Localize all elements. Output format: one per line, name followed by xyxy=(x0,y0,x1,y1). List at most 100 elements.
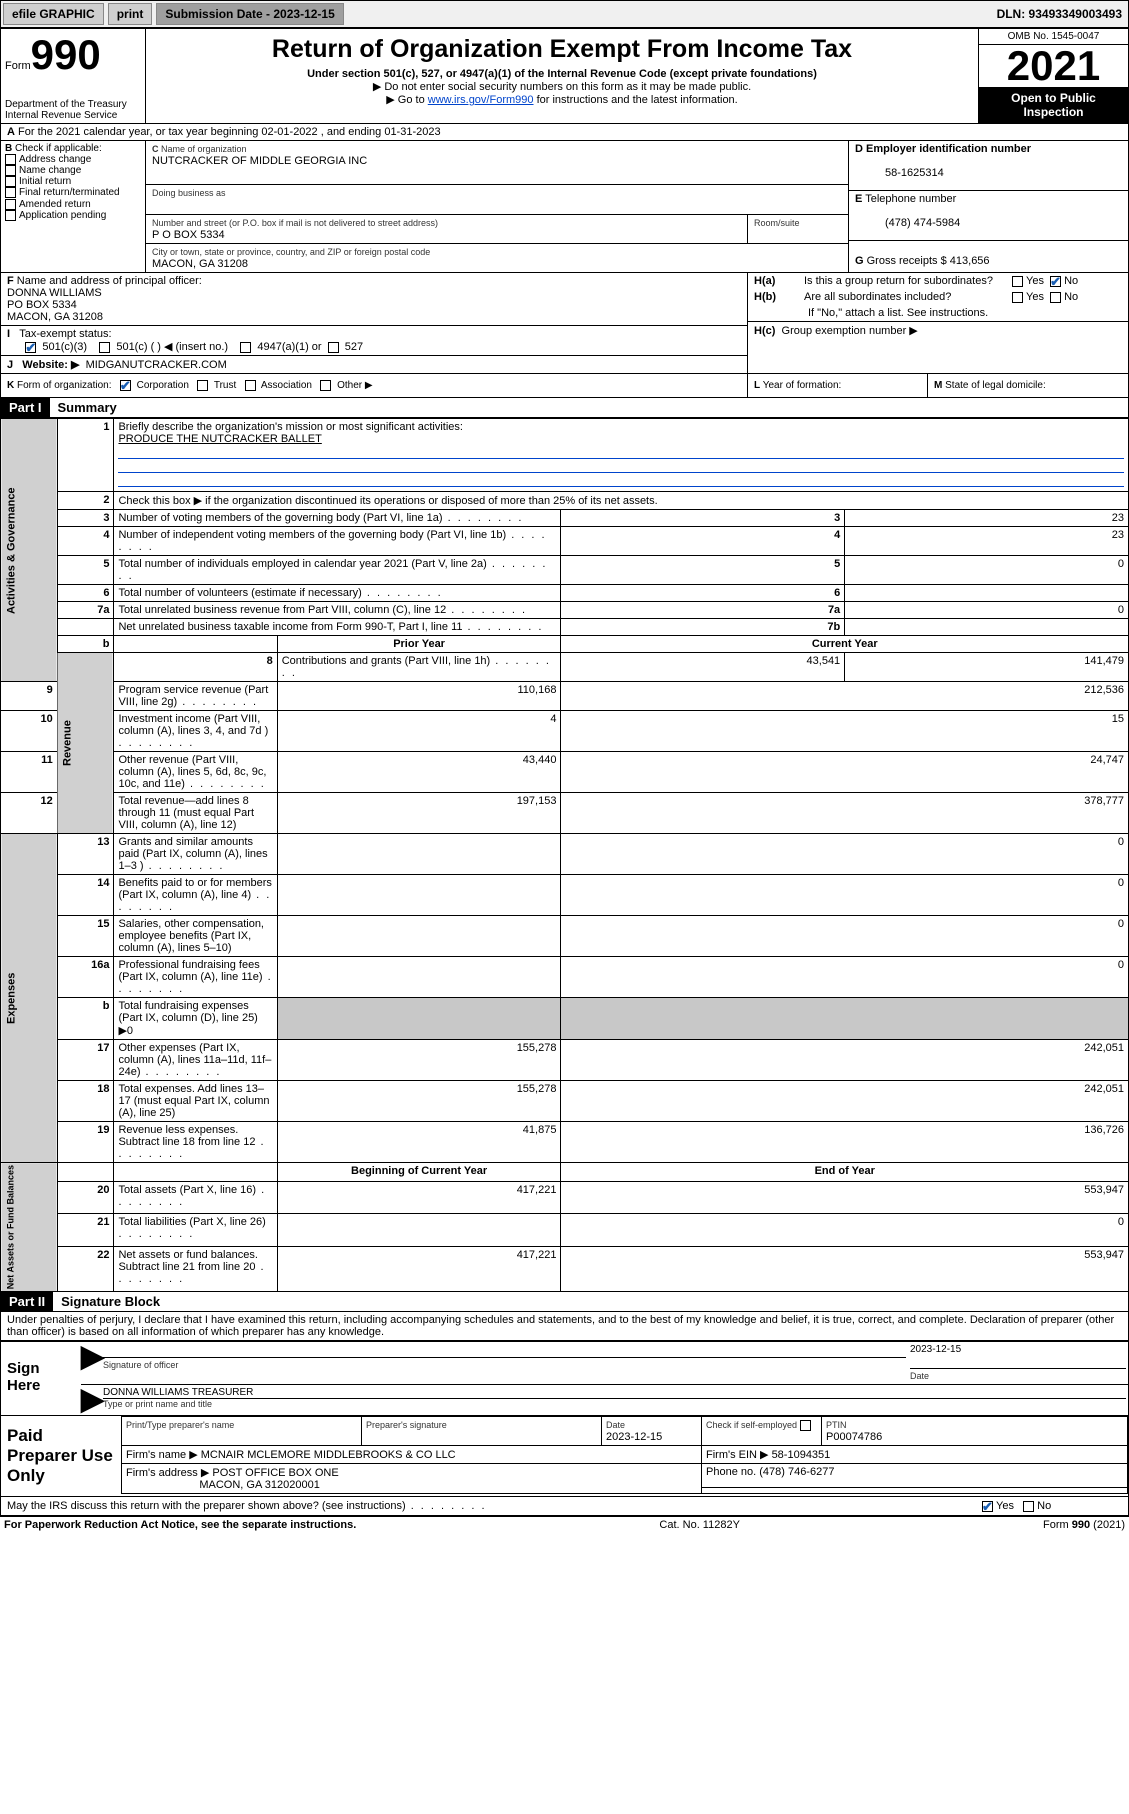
tab-revenue: Revenue xyxy=(57,653,114,834)
ex16a-cur: 0 xyxy=(561,957,1129,998)
mission-line-3 xyxy=(118,475,1124,487)
checkbox-hb-no[interactable] xyxy=(1050,292,1061,303)
k-assoc: Association xyxy=(261,380,312,391)
r5-box: 5 xyxy=(561,556,845,585)
na22-prior: 417,221 xyxy=(277,1246,561,1292)
checkbox-501c3[interactable] xyxy=(25,342,36,353)
rv11-n: 11 xyxy=(1,752,58,793)
p-date-label: Date xyxy=(606,1420,625,1430)
j-prefix: J xyxy=(7,359,13,371)
r7a-val: 0 xyxy=(845,602,1129,619)
b-item-1: Name change xyxy=(19,165,81,176)
checkbox-other[interactable] xyxy=(320,380,331,391)
b-item-4: Amended return xyxy=(19,199,91,210)
mission-line-1 xyxy=(118,447,1124,459)
gross-receipts: 413,656 xyxy=(950,255,990,267)
rv8-n: 8 xyxy=(114,653,277,682)
na21-prior xyxy=(277,1214,561,1246)
b-item-3: Final return/terminated xyxy=(19,188,120,199)
checkbox-initial-return[interactable] xyxy=(5,176,16,187)
rv12-n: 12 xyxy=(1,793,58,834)
open-public: Open to Public Inspection xyxy=(979,87,1128,123)
sig-line xyxy=(103,1346,906,1358)
checkbox-corp[interactable] xyxy=(120,380,131,391)
checkbox-amended[interactable] xyxy=(5,199,16,210)
b-item-5: Application pending xyxy=(19,210,106,221)
col-b: B Check if applicable: Address change Na… xyxy=(1,141,146,272)
p-ptin: P00074786 xyxy=(826,1431,882,1443)
checkbox-address-change[interactable] xyxy=(5,154,16,165)
website-value: MIDGANUTCRACKER.COM xyxy=(86,359,227,371)
r5-val: 0 xyxy=(845,556,1129,585)
r6-val xyxy=(845,585,1129,602)
ex18-cur: 242,051 xyxy=(561,1081,1129,1122)
ex16b-prior xyxy=(277,998,561,1040)
form-subtitle: Under section 501(c), 527, or 4947(a)(1)… xyxy=(152,68,972,80)
checkbox-name-change[interactable] xyxy=(5,165,16,176)
m-prefix: M xyxy=(934,380,942,391)
ex13-label: Grants and similar amounts paid (Part IX… xyxy=(118,836,267,872)
l-label: Year of formation: xyxy=(763,380,842,391)
row-14: 14 Benefits paid to or for members (Part… xyxy=(1,875,1129,916)
row-2: Check this box ▶ if the organization dis… xyxy=(114,492,1129,510)
irs-link[interactable]: www.irs.gov/Form990 xyxy=(428,94,534,106)
r7b-label: Net unrelated business taxable income fr… xyxy=(118,621,543,633)
print-button[interactable]: print xyxy=(108,3,153,25)
g-prefix: G xyxy=(855,255,864,267)
checkbox-discuss-yes[interactable] xyxy=(982,1501,993,1512)
discuss-yes: Yes xyxy=(996,1500,1014,1512)
checkbox-trust[interactable] xyxy=(197,380,208,391)
checkbox-assoc[interactable] xyxy=(245,380,256,391)
ex17-prior: 155,278 xyxy=(277,1040,561,1081)
section-fh: F Name and address of principal officer:… xyxy=(0,273,1129,374)
p-name-label: Print/Type preparer's name xyxy=(126,1420,234,1430)
r4-box: 4 xyxy=(561,527,845,556)
top-bar: efile GRAPHIC print Submission Date - 20… xyxy=(0,0,1129,28)
na22-cur: 553,947 xyxy=(561,1246,1129,1292)
checkbox-final-return[interactable] xyxy=(5,187,16,198)
col-c: C Name of organization NUTCRACKER OF MID… xyxy=(146,141,848,272)
ex15-n: 15 xyxy=(57,916,114,957)
j-label: Website: ▶ xyxy=(22,359,79,371)
hb-yes: Yes xyxy=(1026,291,1044,303)
k-label: Form of organization: xyxy=(17,380,112,391)
part2-badge: Part II xyxy=(1,1292,53,1311)
row-16b: b Total fundraising expenses (Part IX, c… xyxy=(1,998,1129,1040)
checkbox-hb-yes[interactable] xyxy=(1012,292,1023,303)
checkbox-527[interactable] xyxy=(328,342,339,353)
checkbox-discuss-no[interactable] xyxy=(1023,1501,1034,1512)
row-6: 6 Total number of volunteers (estimate i… xyxy=(1,585,1129,602)
declaration: Under penalties of perjury, I declare th… xyxy=(0,1312,1129,1341)
checkbox-app-pending[interactable] xyxy=(5,210,16,221)
sign-bracket: ▶ xyxy=(81,1342,101,1384)
firm-name: MCNAIR MCLEMORE MIDDLEBROOKS & CO LLC xyxy=(201,1449,456,1461)
hb-prefix: H(b) xyxy=(754,291,776,303)
row-9: 9 Program service revenue (Part VIII, li… xyxy=(1,682,1129,711)
row-2-num: 2 xyxy=(57,492,114,510)
k-other: Other ▶ xyxy=(337,380,372,391)
sign-block: Sign Here ▶ Signature of officer 2023-12… xyxy=(0,1341,1129,1416)
footer-left: For Paperwork Reduction Act Notice, see … xyxy=(4,1519,356,1531)
checkbox-ha-yes[interactable] xyxy=(1012,276,1023,287)
mission-line-2 xyxy=(118,461,1124,473)
firm-addr1: POST OFFICE BOX ONE xyxy=(212,1467,338,1479)
rv8-prior: 43,541 xyxy=(561,653,845,682)
r7a-label: Total unrelated business revenue from Pa… xyxy=(118,604,527,616)
header-mid: Return of Organization Exempt From Incom… xyxy=(146,29,978,123)
footer-right: Form 990 (2021) xyxy=(1043,1519,1125,1531)
ex17-n: 17 xyxy=(57,1040,114,1081)
name-bracket: ▶ xyxy=(81,1385,101,1415)
k-trust: Trust xyxy=(214,380,236,391)
na21-cur: 0 xyxy=(561,1214,1129,1246)
ex18-n: 18 xyxy=(57,1081,114,1122)
row-7b: Net unrelated business taxable income fr… xyxy=(1,619,1129,636)
checkbox-501c[interactable] xyxy=(99,342,110,353)
form-note-2: ▶ Go to www.irs.gov/Form990 for instruct… xyxy=(152,93,972,106)
b-label: Check if applicable: xyxy=(15,143,102,154)
ex16b-n: b xyxy=(57,998,114,1040)
checkbox-self-employed[interactable] xyxy=(800,1420,811,1431)
rv10-label: Investment income (Part VIII, column (A)… xyxy=(118,713,268,749)
checkbox-ha-no[interactable] xyxy=(1050,276,1061,287)
checkbox-4947[interactable] xyxy=(240,342,251,353)
ex17-label: Other expenses (Part IX, column (A), lin… xyxy=(118,1042,271,1078)
